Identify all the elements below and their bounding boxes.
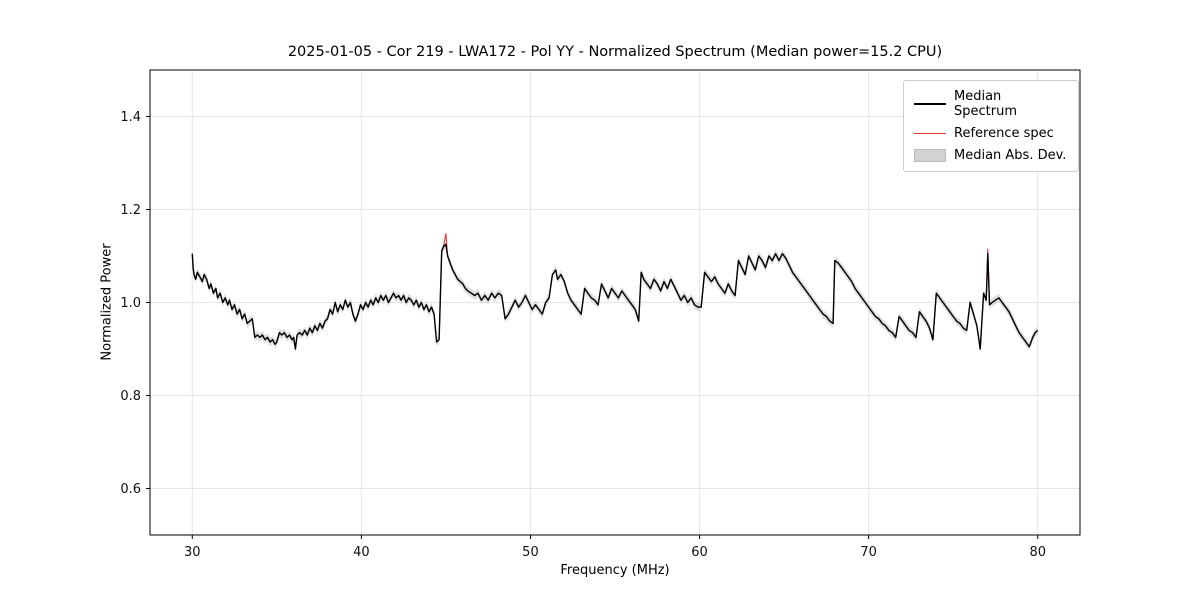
svg-text:1.2: 1.2: [120, 203, 141, 218]
svg-text:50: 50: [522, 545, 539, 560]
legend-entry: Median Spectrum: [914, 89, 1068, 119]
svg-text:30: 30: [184, 545, 201, 560]
median-line-sample-icon: [914, 103, 946, 105]
legend-entry-label: Median Abs. Dev.: [954, 148, 1067, 163]
legend-entry-label: Reference spec: [954, 126, 1054, 141]
reference-line-sample-icon: [914, 133, 946, 134]
y-axis-label: Normalized Power: [99, 243, 115, 361]
svg-text:1.4: 1.4: [120, 110, 141, 125]
svg-text:80: 80: [1029, 545, 1046, 560]
svg-text:1.0: 1.0: [120, 296, 141, 311]
svg-text:40: 40: [353, 545, 370, 560]
x-axis-label: Frequency (MHz): [560, 563, 670, 578]
svg-text:0.6: 0.6: [120, 482, 141, 497]
legend-entry: Median Abs. Dev.: [914, 148, 1068, 163]
mad-band-sample-icon: [914, 149, 946, 162]
legend: Median Spectrum Reference spec Median Ab…: [903, 80, 1079, 172]
svg-text:60: 60: [691, 545, 708, 560]
legend-entry-label: Median Spectrum: [954, 89, 1017, 119]
svg-text:70: 70: [860, 545, 877, 560]
svg-text:0.8: 0.8: [120, 389, 141, 404]
legend-entry: Reference spec: [914, 126, 1068, 141]
chart-title: 2025-01-05 - Cor 219 - LWA172 - Pol YY -…: [287, 44, 943, 60]
